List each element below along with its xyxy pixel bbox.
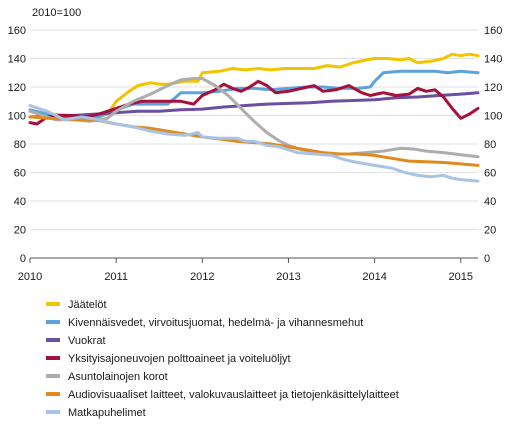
legend-label: Kivennäisvedet, virvoitusjuomat, hedelmä… — [68, 317, 363, 329]
x-axis-tick-labels: 2010 2011 2012 2013 2014 2015 — [18, 258, 473, 283]
series-line-7 — [28, 104, 480, 183]
unit-label: 2010=100 — [32, 7, 81, 19]
legend-label: Yksityisajoneuvojen polttoaineet ja voit… — [68, 353, 291, 365]
y-tick-label-right: 100 — [484, 111, 502, 123]
y-tick-label-right: 60 — [484, 168, 496, 180]
y-axis-right-tick-labels: 0 20 40 60 80 100 120 140 160 — [484, 25, 502, 265]
y-tick-label-left: 120 — [8, 82, 26, 94]
legend-label: Audiovisuaaliset laitteet, valokuvauslai… — [68, 389, 399, 401]
y-tick-label-left: 100 — [8, 111, 26, 123]
y-tick-label-left: 20 — [14, 225, 26, 237]
series-lines — [28, 52, 480, 183]
y-tick-label-left: 40 — [14, 196, 26, 208]
y-tick-label-right: 40 — [484, 196, 496, 208]
legend: Jäätelöt Kivennäisvedet, virvoitusjuomat,… — [46, 299, 399, 419]
series-line-1 — [28, 52, 480, 119]
series-line-2 — [28, 69, 480, 120]
y-tick-label-right: 160 — [484, 25, 502, 37]
y-tick-label-left: 160 — [8, 25, 26, 37]
y-tick-label-right: 0 — [484, 253, 490, 265]
y-tick-label-right: 120 — [484, 82, 502, 94]
x-tick-label: 2010 — [18, 271, 42, 283]
y-axis-left-tick-labels: 0 20 40 60 80 100 120 140 160 — [8, 25, 26, 265]
legend-label: Jäätelöt — [68, 299, 107, 311]
y-tick-label-left: 140 — [8, 54, 26, 66]
y-tick-label-left: 0 — [20, 253, 26, 265]
x-tick-label: 2014 — [362, 271, 386, 283]
y-tick-label-right: 20 — [484, 225, 496, 237]
series-line-5 — [28, 77, 480, 159]
y-tick-label-right: 140 — [484, 54, 502, 66]
y-tick-label-left: 80 — [14, 139, 26, 151]
x-tick-label: 2013 — [276, 271, 300, 283]
legend-label: Vuokrat — [68, 335, 106, 347]
x-tick-label: 2011 — [104, 271, 128, 283]
series-line-4 — [28, 79, 480, 126]
legend-label: Matkapuhelimet — [68, 407, 146, 419]
y-tick-label-left: 60 — [14, 168, 26, 180]
legend-label: Asuntolainojen korot — [68, 371, 168, 383]
x-tick-label: 2012 — [190, 271, 214, 283]
y-tick-label-right: 80 — [484, 139, 496, 151]
x-tick-label: 2015 — [449, 271, 473, 283]
